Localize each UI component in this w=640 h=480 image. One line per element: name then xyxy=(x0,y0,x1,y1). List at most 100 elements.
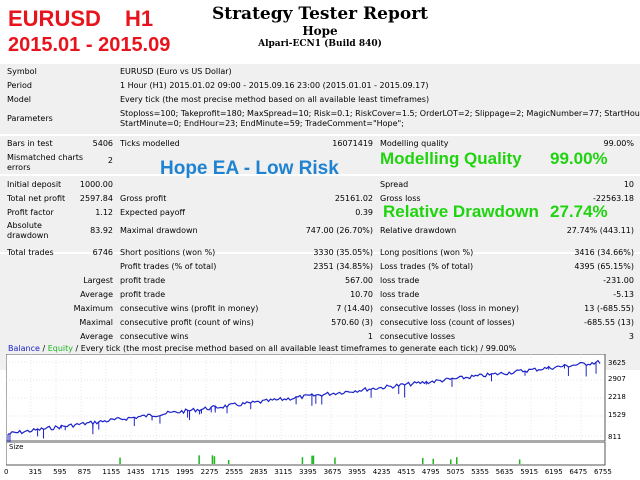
max-cw-label: consecutive wins (profit in money) xyxy=(120,304,259,313)
x-tick-9: 2555 xyxy=(225,468,244,476)
x-tick-21: 5915 xyxy=(520,468,539,476)
size-chart xyxy=(6,442,606,466)
x-tick-15: 4235 xyxy=(372,468,391,476)
largest-pt-value: 567.00 xyxy=(345,276,373,285)
mismatch-label-2: errors xyxy=(7,163,31,172)
model-label: Model xyxy=(7,95,32,104)
largest-lt-value: -231.00 xyxy=(603,276,634,285)
average-pt-value: 10.70 xyxy=(350,290,373,299)
x-tick-24: 6755 xyxy=(594,468,612,476)
stats-band-1 xyxy=(0,136,640,174)
chart-grid xyxy=(6,354,605,441)
average-pt-label: profit trade xyxy=(120,290,166,299)
params-line2: StartMinute=0; EndHour=23; EndMinute=59;… xyxy=(120,119,404,128)
legend-balance: Balance xyxy=(8,344,40,353)
spread-value: 10 xyxy=(623,180,634,189)
maximal-cl-value: -685.55 (13) xyxy=(584,318,634,327)
netprofit-label: Total net profit xyxy=(7,194,66,203)
x-tick-1: 315 xyxy=(28,468,42,476)
loss-trades-label: Loss trades (% of total) xyxy=(380,262,474,271)
size-bar xyxy=(311,455,313,464)
ep-label: Expected payoff xyxy=(120,208,185,217)
x-tick-8: 2275 xyxy=(200,468,219,476)
grossprofit-value: 25161.02 xyxy=(334,194,373,203)
y-tick-1: 2907 xyxy=(608,375,626,383)
x-tick-19: 5355 xyxy=(471,468,489,476)
maxdd-value: 747.00 (26.70%) xyxy=(305,226,373,235)
y-tick-2: 2218 xyxy=(608,393,626,401)
average-lt-value: -5.13 xyxy=(613,290,634,299)
absdd-value: 83.92 xyxy=(90,226,113,235)
overlay-mq-value: 99.00% xyxy=(550,149,608,168)
absdd-label-2: drawdown xyxy=(7,231,49,240)
size-bar xyxy=(211,455,214,464)
avgc-l-label: consecutive losses xyxy=(380,332,456,341)
deposit-value: 1000.00 xyxy=(79,180,113,189)
overlay-timeframe: H1 xyxy=(125,6,154,31)
stats-band-2 xyxy=(0,176,640,252)
y-tick-3: 1529 xyxy=(608,411,626,419)
period-label: Period xyxy=(7,81,32,90)
maxdd-label: Maximal drawdown xyxy=(120,226,198,235)
avgc-w-label: consecutive wins xyxy=(120,332,189,341)
ep-value: 0.39 xyxy=(355,208,373,217)
profit-trades-value: 2351 (34.85%) xyxy=(313,262,373,271)
balance-line xyxy=(7,359,601,442)
x-tick-6: 1715 xyxy=(151,468,170,476)
maximal-cp-label: consecutive profit (count of wins) xyxy=(120,318,254,327)
legend-equity: Equity xyxy=(47,344,73,353)
size-bar xyxy=(213,456,216,464)
x-tick-22: 6195 xyxy=(544,468,563,476)
mq-label: Modelling quality xyxy=(380,139,449,148)
ticks-value: 16071419 xyxy=(332,139,373,148)
trades-label: Total trades xyxy=(7,248,54,257)
mismatch-value: 2 xyxy=(107,156,113,165)
y-tick-4: 811 xyxy=(608,433,622,441)
max-cl-label: consecutive losses (loss in money) xyxy=(380,304,520,313)
report-title: Strategy Tester Report xyxy=(211,4,429,24)
grossprofit-label: Gross profit xyxy=(120,194,167,203)
ea-name: Hope xyxy=(302,24,338,38)
absdd-label-1: Absolute xyxy=(7,221,42,230)
params-label: Parameters xyxy=(7,114,53,123)
stats-band-3 xyxy=(0,254,640,370)
maximum-label: Maximum xyxy=(73,304,113,313)
grossloss-label: Gross loss xyxy=(380,194,421,203)
deposit-label: Initial deposit xyxy=(7,180,62,189)
size-bar xyxy=(432,458,434,464)
x-tick-12: 3395 xyxy=(299,468,317,476)
x-tick-18: 5075 xyxy=(446,468,465,476)
x-tick-23: 6475 xyxy=(569,468,588,476)
size-bar xyxy=(334,457,336,464)
y-tick-0: 3625 xyxy=(608,359,626,367)
max-cl-value: 13 (-685.55) xyxy=(584,304,634,313)
largest-pt-label: profit trade xyxy=(120,276,166,285)
overlay-dd-label: Relative Drawdown xyxy=(383,202,539,221)
x-tick-13: 3675 xyxy=(323,468,342,476)
bars-value: 5406 xyxy=(92,139,113,148)
params-line1: Stoploss=100; Takeprofit=180; MaxSpread=… xyxy=(120,109,640,118)
long-label: Long positions (won %) xyxy=(380,248,474,257)
overlay-date-range: 2015.01 - 2015.09 xyxy=(8,34,171,56)
short-label: Short positions (won %) xyxy=(120,248,216,257)
profit-trades-label: Profit trades (% of total) xyxy=(120,262,217,271)
x-tick-7: 1995 xyxy=(176,468,194,476)
x-tick-0: 0 xyxy=(4,468,9,476)
info-band xyxy=(0,64,640,134)
trades-value: 6746 xyxy=(92,248,113,257)
reldd-label: Relative drawdown xyxy=(380,226,457,235)
size-bar xyxy=(518,459,521,464)
avgc-label: Average xyxy=(80,332,113,341)
netprofit-value: 2597.84 xyxy=(79,194,113,203)
overlay-pair: EURUSD xyxy=(8,6,101,31)
x-tick-4: 1155 xyxy=(102,468,121,476)
x-axis: 0 315 595 875 1155 1435 1715 1995 2275 2555 2835 31… xyxy=(0,468,640,478)
ticks-label: Ticks modelled xyxy=(120,139,180,148)
pf-label: Profit factor xyxy=(7,208,54,217)
reldd-value: 27.74% (443.11) xyxy=(566,226,634,235)
size-bar xyxy=(227,460,230,464)
x-tick-16: 4515 xyxy=(397,468,416,476)
legend-rest: / Every tick (the most precise method ba… xyxy=(72,344,517,353)
maximal-cl-label: consecutive loss (count of losses) xyxy=(380,318,515,327)
x-tick-5: 1435 xyxy=(126,468,145,476)
